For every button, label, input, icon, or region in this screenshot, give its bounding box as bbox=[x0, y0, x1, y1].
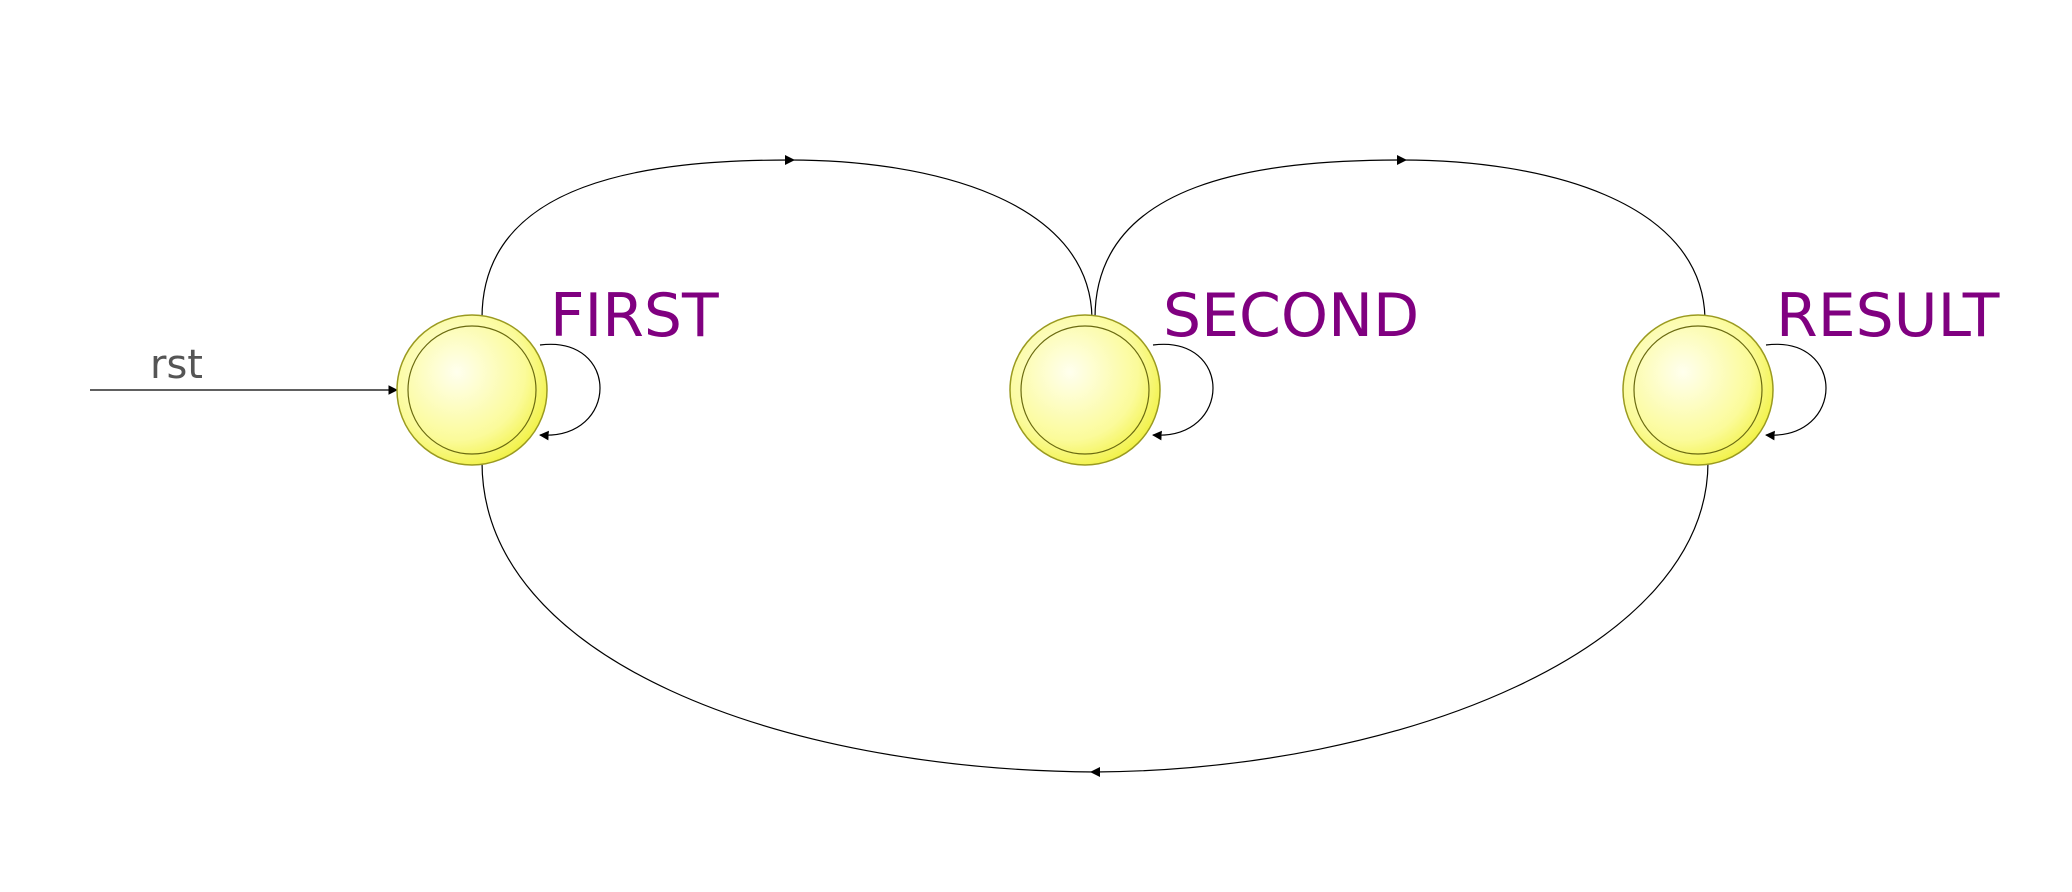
state-result-inner-circle bbox=[1633, 325, 1763, 455]
state-second-outer-circle bbox=[1009, 314, 1161, 466]
state-first-outer-circle bbox=[396, 314, 548, 466]
transition-result-to-first-arrowhead bbox=[1090, 767, 1100, 777]
state-first[interactable]: FIRST bbox=[396, 281, 719, 466]
transition-result-to-first bbox=[481, 461, 1709, 773]
state-first-inner-circle bbox=[407, 325, 537, 455]
self-loop-result bbox=[1765, 343, 1827, 441]
reset-label: rst bbox=[150, 342, 203, 388]
state-result-outer-circle bbox=[1622, 314, 1774, 466]
self-loop-first bbox=[539, 343, 601, 441]
transition-second-to-result-arrowhead bbox=[1397, 155, 1407, 165]
state-result[interactable]: RESULT bbox=[1622, 281, 2000, 466]
state-first-label: FIRST bbox=[550, 281, 719, 351]
state-second-label: SECOND bbox=[1163, 281, 1419, 351]
state-second-inner-circle bbox=[1020, 325, 1150, 455]
state-second[interactable]: SECOND bbox=[1009, 281, 1419, 466]
self-loop-second bbox=[1152, 343, 1214, 441]
transition-first-to-second-arrowhead bbox=[785, 155, 795, 165]
state-result-label: RESULT bbox=[1776, 281, 2000, 351]
